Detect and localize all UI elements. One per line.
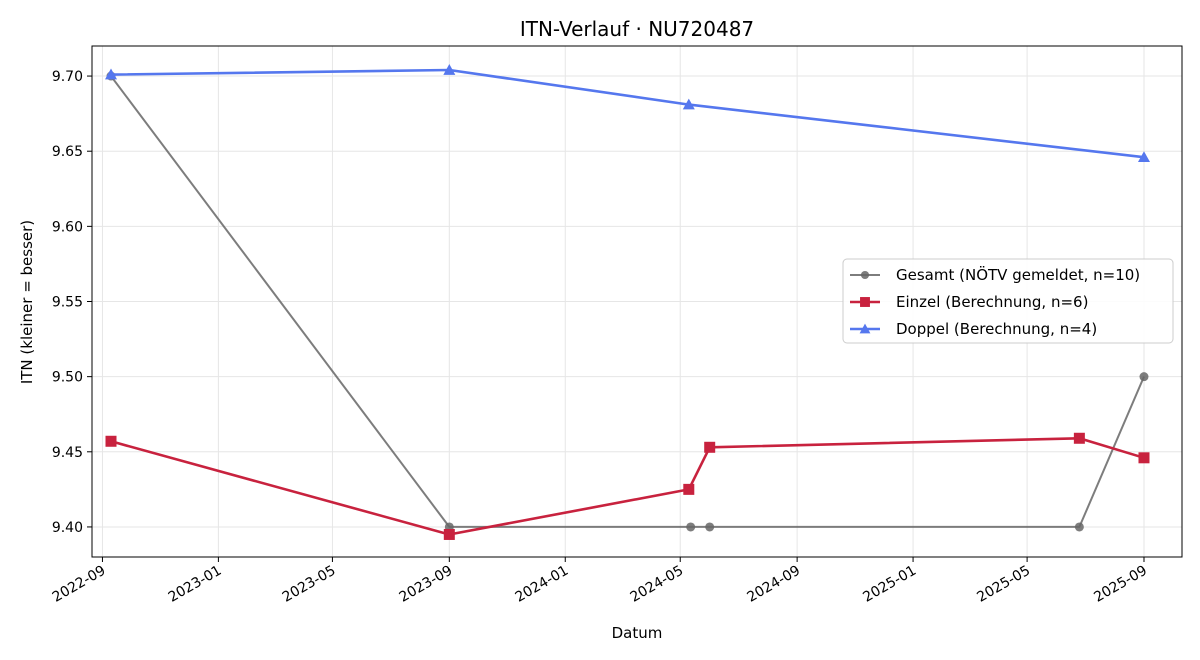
x-tick-label: 2023-09 [397,563,456,606]
gesamt-line [110,75,1145,528]
legend-label-doppel: Doppel (Berechnung, n=4) [896,320,1097,338]
x-tick-label: 2025-01 [860,563,919,606]
x-tick-label: 2023-01 [166,563,225,606]
legend-box [842,258,1174,344]
x-tick-label: 2025-05 [974,563,1033,606]
x-tick-label: 2025-09 [1091,563,1150,606]
gesamt-point [705,522,715,532]
doppel-series [105,64,1150,163]
chart-title: ITN-Verlauf · NU720487 [520,17,754,41]
einzel-point [704,441,716,453]
doppel-point [443,64,456,75]
y-tick-label: 9.60 [52,219,83,235]
x-tick-label: 2023-05 [280,563,339,606]
einzel-point [105,435,117,447]
x-axis-ticks: 2022-09 2023-01 2023-05 2023-09 2024-01 2024-… [50,557,1150,606]
doppel-point [105,68,118,80]
legend-marker-gesamt [860,270,870,280]
gesamt-point [1139,372,1149,382]
einzel-point [683,483,695,495]
einzel-point [1138,452,1150,464]
legend-marker-einzel [860,297,870,307]
grid-lines [92,46,1182,557]
x-tick-label: 2022-09 [50,563,109,606]
gesamt-point [686,522,696,532]
y-axis-label: ITN (kleiner = besser) [18,220,36,384]
x-tick-label: 2024-05 [628,563,687,606]
doppel-point [1137,151,1150,163]
y-axis-ticks: 9.40 9.45 9.50 9.55 9.60 9.65 9.70 [52,69,92,536]
series-layer [105,64,1150,540]
y-tick-label: 9.40 [52,520,83,536]
y-tick-label: 9.65 [52,144,83,160]
x-tick-label: 2024-01 [513,563,572,606]
einzel-point [443,528,455,540]
legend: Gesamt (NÖTV gemeldet, n=10) Einzel (Bere… [842,258,1174,344]
x-tick-label: 2024-09 [744,563,803,606]
einzel-line [110,436,1145,536]
gesamt-point [1074,522,1084,532]
y-tick-label: 9.55 [52,295,83,311]
y-tick-label: 9.70 [52,69,83,85]
y-tick-label: 9.50 [52,370,83,386]
x-axis-label: Datum [612,624,663,642]
legend-label-gesamt: Gesamt (NÖTV gemeldet, n=10) [896,265,1140,284]
legend-marker-doppel [859,323,871,334]
doppel-point [682,98,695,110]
y-tick-label: 9.45 [52,445,83,461]
doppel-line [110,68,1145,159]
einzel-series [105,432,1150,540]
einzel-point [1073,432,1085,444]
legend-label-einzel: Einzel (Berechnung, n=6) [896,293,1088,311]
